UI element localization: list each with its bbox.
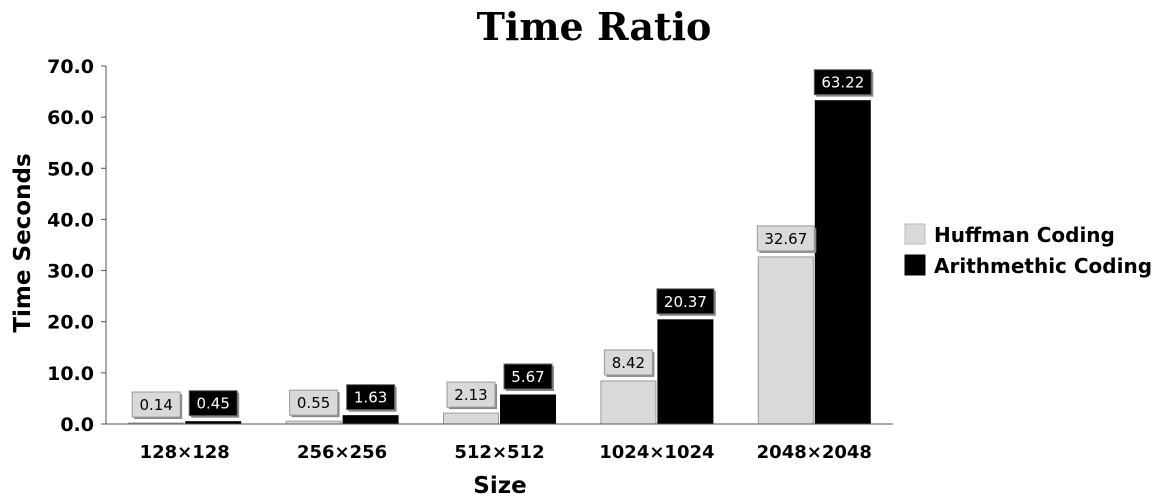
- value-label-arithmetic: 1.63: [346, 384, 397, 412]
- bars-group: [128, 100, 871, 425]
- x-tick-label: 128×128: [140, 442, 230, 463]
- y-tick-label: 30.0: [47, 261, 94, 283]
- value-label-huffman: 32.67: [756, 225, 817, 253]
- y-axis-label: Time Seconds: [10, 153, 36, 332]
- bar-huffman: [443, 412, 499, 425]
- value-label-box: [656, 288, 715, 315]
- y-tick-label: 70.0: [47, 56, 94, 78]
- value-label-text: 2.13: [454, 386, 487, 404]
- value-label-text: 63.22: [821, 74, 864, 92]
- x-tick-label: 2048×2048: [757, 442, 872, 463]
- value-label-arithmetic: 63.22: [813, 69, 874, 97]
- value-label-box: [446, 381, 496, 408]
- bar-huffman: [600, 380, 657, 425]
- legend-swatch-huffman: [904, 223, 926, 245]
- value-label-text: 0.55: [297, 394, 330, 412]
- y-tick-label: 40.0: [47, 209, 94, 231]
- y-axis: 0.0 10.0 20.0 30.0 40.0 50.0 60.0 70.0: [47, 56, 107, 436]
- x-tick-label: 256×256: [297, 442, 387, 463]
- y-tick-label: 10.0: [47, 363, 94, 385]
- y-tick-label: 20.0: [47, 312, 94, 334]
- value-labels-group: 0.14 0.45 0.55 1.63 2.13 5.67 8.42 20.37 32.67 63…: [131, 69, 874, 419]
- bar-arithmetic: [342, 415, 399, 425]
- bar-arithmetic: [814, 100, 871, 425]
- value-label-text: 32.67: [764, 230, 807, 248]
- value-label-huffman: 0.14: [131, 391, 183, 419]
- value-label-arithmetic: 5.67: [503, 363, 554, 392]
- value-label-text: 0.45: [196, 395, 229, 413]
- bar-arithmetic: [500, 394, 556, 425]
- value-label-text: 5.67: [511, 368, 544, 386]
- value-label-box: [289, 389, 339, 416]
- legend-label-huffman: Huffman Coding: [934, 223, 1115, 247]
- y-tick-label: 50.0: [47, 158, 94, 180]
- value-label-huffman: 0.55: [289, 389, 340, 418]
- legend-label-arithmetic: Arithmethic Coding: [934, 254, 1152, 278]
- y-tick-label: 60.0: [47, 107, 94, 129]
- value-label-box: [503, 363, 553, 390]
- value-label-huffman: 8.42: [603, 349, 655, 377]
- value-label-box: [131, 391, 181, 418]
- value-label-arithmetic: 0.45: [188, 390, 240, 418]
- chart-title: Time Ratio: [477, 4, 712, 49]
- value-label-box: [346, 384, 396, 411]
- legend-swatch-arithmetic: [904, 254, 926, 276]
- bar-arithmetic: [657, 319, 714, 425]
- value-label-box: [756, 225, 815, 252]
- x-axis: 128×128 256×256 512×512 1024×1024 2048×2048: [106, 423, 893, 463]
- x-tick-label: 512×512: [454, 442, 544, 463]
- value-label-text: 1.63: [354, 389, 387, 407]
- bar-huffman: [757, 256, 814, 425]
- value-label-box: [603, 349, 653, 376]
- value-label-text: 8.42: [612, 354, 645, 372]
- value-label-text: 20.37: [664, 293, 707, 311]
- value-label-box: [188, 390, 238, 417]
- value-label-arithmetic: 20.37: [656, 288, 716, 316]
- value-label-box: [813, 69, 872, 96]
- value-label-huffman: 2.13: [446, 381, 497, 410]
- x-tick-label: 1024×1024: [599, 442, 714, 463]
- x-axis-label: Size: [473, 473, 526, 497]
- legend: Huffman Coding Arithmethic Coding: [904, 223, 1152, 278]
- y-tick-label: 0.0: [60, 414, 94, 436]
- value-label-text: 0.14: [139, 396, 172, 414]
